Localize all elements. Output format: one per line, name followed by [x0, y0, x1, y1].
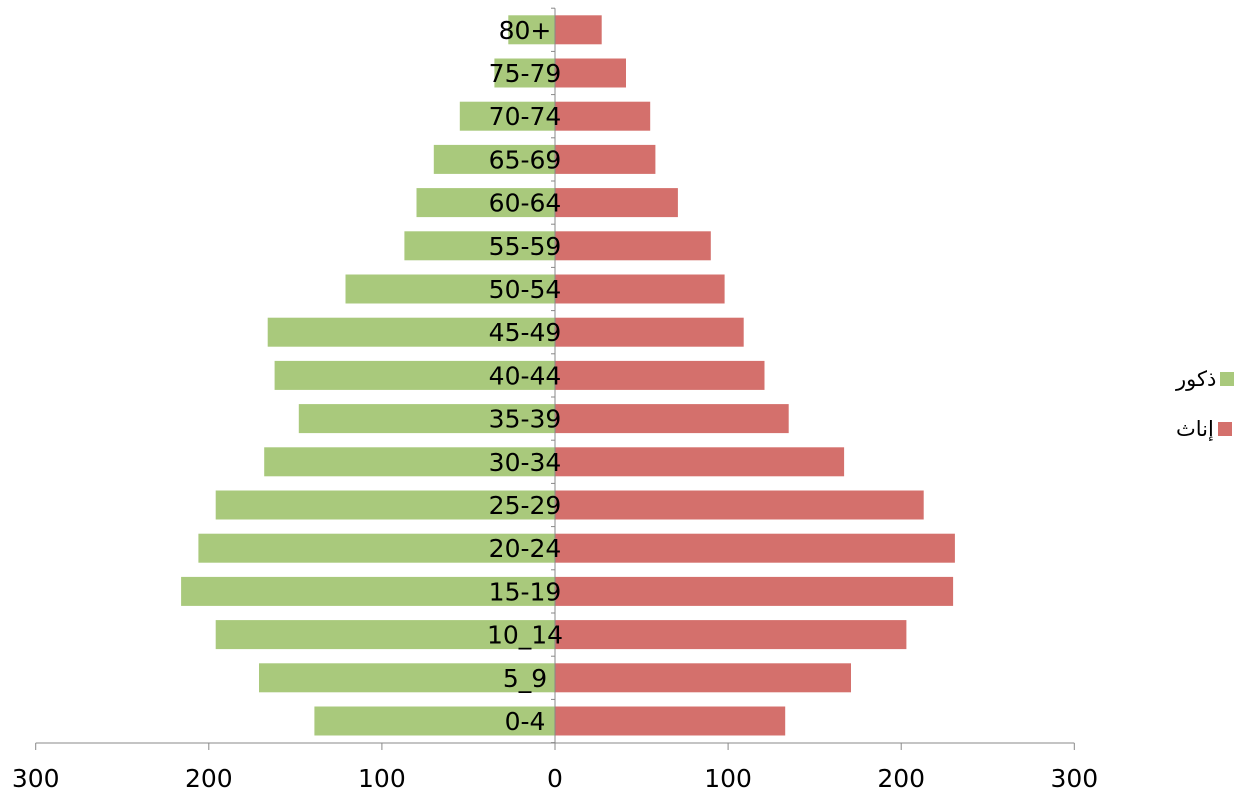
- bar-male-5_9: [259, 663, 555, 693]
- legend-label-male: ذكور: [1176, 367, 1217, 391]
- bar-male-35-39: [298, 404, 555, 434]
- category-label-65-69: 65-69: [489, 145, 562, 174]
- category-label-55-59: 55-59: [489, 232, 562, 261]
- bar-male-55-59: [404, 231, 555, 261]
- bars-layer: [181, 15, 955, 736]
- bar-male-25-29: [215, 490, 555, 520]
- category-label-70-74: 70-74: [489, 102, 562, 131]
- bar-female-0-4: [555, 706, 786, 736]
- bar-female-15-19: [555, 576, 954, 606]
- category-label-40-44: 40-44: [489, 361, 562, 390]
- category-label-5_9: 5_9: [503, 664, 547, 693]
- bar-female-45-49: [555, 317, 744, 347]
- category-label-80+: 80+: [499, 16, 552, 45]
- axes-layer: [35, 7, 1075, 750]
- category-label-15-19: 15-19: [489, 577, 562, 606]
- bar-male-10_14: [215, 620, 555, 650]
- bar-female-25-29: [555, 490, 924, 520]
- bar-male-40-44: [274, 360, 555, 390]
- bar-female-35-39: [555, 404, 789, 434]
- bar-female-75-79: [555, 58, 626, 88]
- bar-male-30-34: [264, 447, 555, 477]
- bar-female-55-59: [555, 231, 711, 261]
- legend-swatch-female: [1217, 422, 1232, 436]
- x-tick-labels-layer: 300 200 100 0 100 200 300: [12, 764, 1098, 793]
- legend-item-male: ذكور: [1176, 364, 1256, 394]
- bar-female-20-24: [555, 533, 955, 563]
- bar-female-50-54: [555, 274, 725, 304]
- category-labels-layer: 0-4 5_9 10_14 15-19 20-24 25-29 30-34 35-39 40-4…: [487, 16, 563, 736]
- x-tick-label: 100: [704, 764, 752, 793]
- bar-female-40-44: [555, 360, 765, 390]
- category-label-30-34: 30-34: [489, 448, 562, 477]
- category-label-75-79: 75-79: [489, 59, 562, 88]
- bar-female-30-34: [555, 447, 845, 477]
- category-label-50-54: 50-54: [489, 275, 562, 304]
- x-tick-label: 200: [185, 764, 233, 793]
- bar-female-70-74: [555, 101, 651, 131]
- category-label-25-29: 25-29: [489, 491, 562, 520]
- bar-female-10_14: [555, 620, 907, 650]
- legend-label-female: إناث: [1176, 417, 1214, 441]
- category-label-10_14: 10_14: [487, 621, 563, 650]
- bar-male-60-64: [416, 188, 555, 218]
- legend-swatch-male: [1220, 372, 1235, 386]
- x-tick-label: 100: [358, 764, 406, 793]
- bar-male-75-79: [494, 58, 555, 88]
- legend: ذكور إناث: [1176, 364, 1256, 464]
- x-tick-label: 200: [877, 764, 925, 793]
- bar-male-0-4: [314, 706, 555, 736]
- bar-female-80+: [555, 15, 602, 45]
- category-label-20-24: 20-24: [489, 534, 562, 563]
- bar-female-65-69: [555, 144, 656, 174]
- bar-female-60-64: [555, 188, 678, 218]
- bar-male-70-74: [459, 101, 555, 131]
- category-label-0-4: 0-4: [505, 707, 546, 736]
- x-tick-label: 300: [1050, 764, 1098, 793]
- x-tick-label: 300: [12, 764, 60, 793]
- bar-male-20-24: [198, 533, 555, 563]
- legend-item-female: إناث: [1176, 414, 1256, 444]
- bar-female-5_9: [555, 663, 851, 693]
- bar-male-50-54: [345, 274, 555, 304]
- bar-male-80+: [508, 15, 555, 45]
- bar-male-15-19: [181, 576, 555, 606]
- bar-male-65-69: [433, 144, 555, 174]
- category-label-45-49: 45-49: [489, 318, 562, 347]
- bar-male-45-49: [267, 317, 555, 347]
- x-tick-label: 0: [547, 764, 563, 793]
- category-label-35-39: 35-39: [489, 405, 562, 434]
- category-label-60-64: 60-64: [489, 189, 562, 218]
